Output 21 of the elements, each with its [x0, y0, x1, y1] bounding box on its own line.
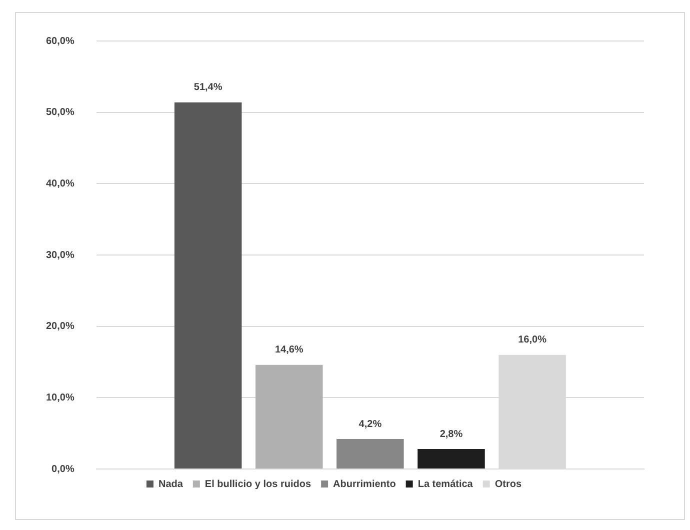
- legend-label: Aburrimiento: [333, 478, 396, 490]
- legend-label: La temática: [418, 478, 474, 490]
- bar: [174, 102, 242, 468]
- bar: [336, 439, 404, 468]
- y-tick-label: 10,0%: [46, 392, 74, 404]
- legend-label: El bullicio y los ruidos: [204, 478, 312, 490]
- legend-label: Otros: [494, 478, 522, 490]
- y-tick-label: 20,0%: [46, 321, 74, 332]
- legend-label: Nada: [158, 478, 184, 490]
- y-tick-label: 50,0%: [46, 107, 74, 118]
- data-label: 51,4%: [194, 82, 222, 94]
- bar: [255, 364, 323, 468]
- data-label: 14,6%: [274, 344, 304, 356]
- y-tick-label: 60,0%: [46, 36, 74, 47]
- data-label: 16,0%: [518, 334, 547, 346]
- bar: [418, 449, 485, 468]
- y-tick-label: 30,0%: [46, 250, 74, 261]
- data-label: 4,2%: [358, 418, 382, 430]
- y-tick-label: 0,0%: [52, 464, 74, 475]
- y-tick-label: 40,0%: [46, 178, 74, 190]
- data-label: 2,8%: [440, 428, 463, 440]
